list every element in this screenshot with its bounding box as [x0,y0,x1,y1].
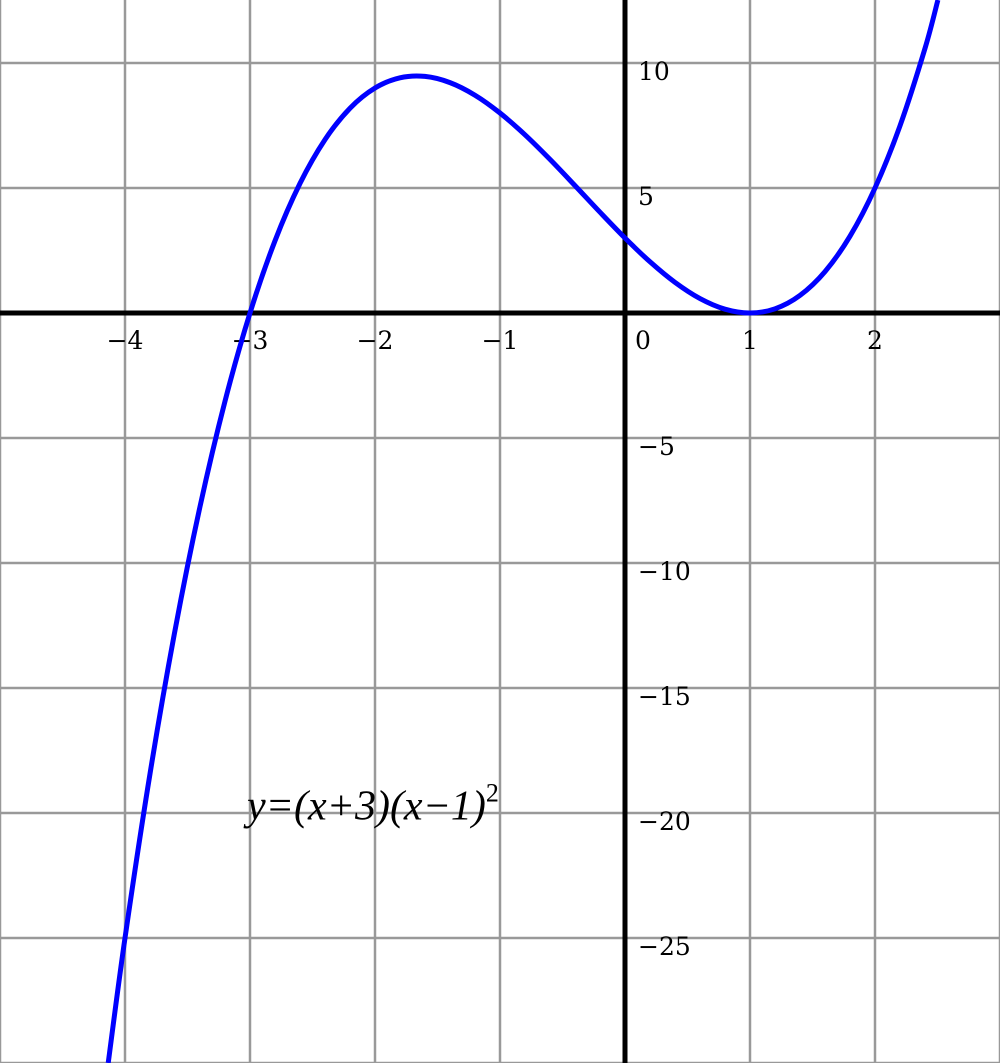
equation-annotation: y=(x+3)(x−1)2 [243,779,499,830]
y-tick-label: −25 [638,932,691,961]
y-tick-label: −10 [638,557,691,586]
series-curve [105,0,941,1063]
y-tick-label: 10 [638,57,670,86]
x-tick-label: 1 [742,326,758,355]
x-tick-label: 2 [867,326,883,355]
equation-exponent: 2 [486,779,499,808]
y-tick-label: −15 [638,682,691,711]
x-tick-label: −1 [482,326,519,355]
y-tick-label: 5 [638,182,654,211]
x-tick-label: 0 [635,326,651,355]
x-tick-labels: −4 −3 −2 −1 0 1 2 [107,326,883,355]
equation-text: y=(x+3)(x−1) [243,784,486,830]
x-tick-label: −2 [357,326,394,355]
y-tick-label: −20 [638,807,691,836]
y-tick-labels: 10 5 −5 −10 −15 −20 −25 [638,57,691,961]
y-tick-label: −5 [638,432,675,461]
x-tick-label: −4 [107,326,144,355]
